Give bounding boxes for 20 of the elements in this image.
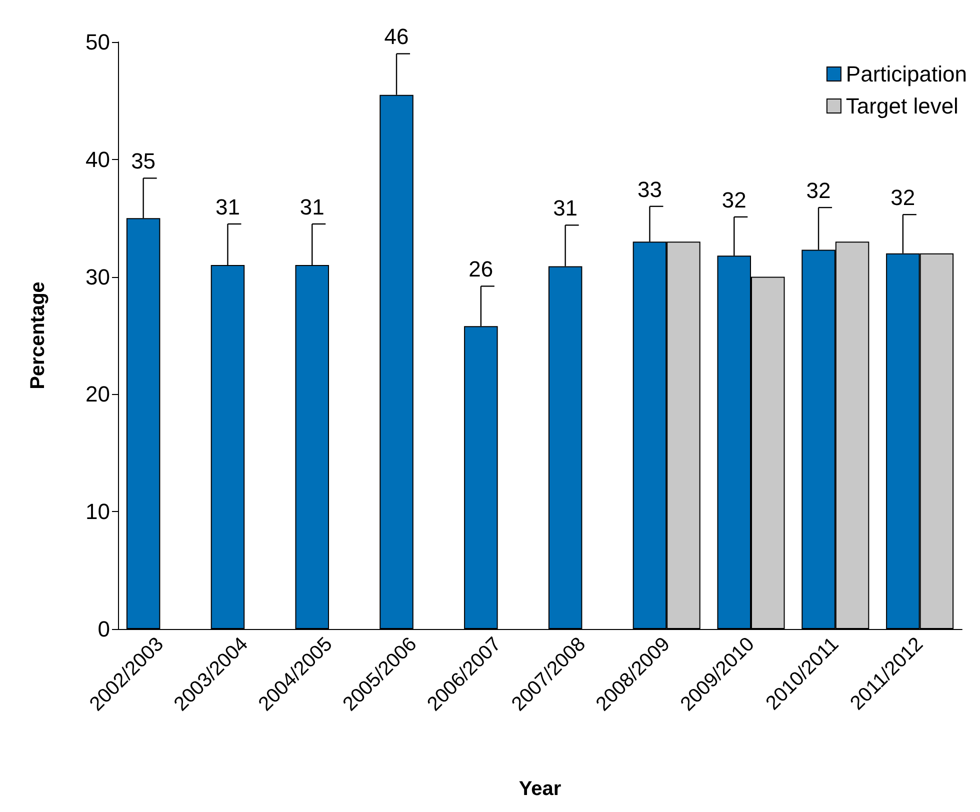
data-label: 46 (384, 24, 409, 50)
data-label: 31 (553, 196, 578, 221)
y-tick-label: 40 (86, 146, 110, 172)
y-tick-label: 20 (86, 382, 110, 407)
y-tick-label: 50 (86, 30, 110, 54)
y-tick-label: 10 (86, 499, 110, 524)
legend-label: Target level (846, 94, 958, 118)
data-label: 35 (131, 148, 156, 174)
y-tick-label: 0 (98, 616, 110, 642)
data-label: 31 (300, 194, 324, 220)
data-label: 31 (215, 194, 240, 220)
legend-label: Participation (846, 62, 968, 86)
data-label: 32 (722, 187, 746, 212)
data-label: 26 (468, 256, 494, 282)
y-tick-label: 30 (86, 264, 110, 290)
data-label: 32 (890, 185, 916, 210)
data-label: 32 (806, 178, 831, 204)
data-label: 33 (637, 176, 662, 202)
y-axis-title: Percentage (27, 282, 49, 390)
x-axis-title: Year (518, 778, 562, 800)
